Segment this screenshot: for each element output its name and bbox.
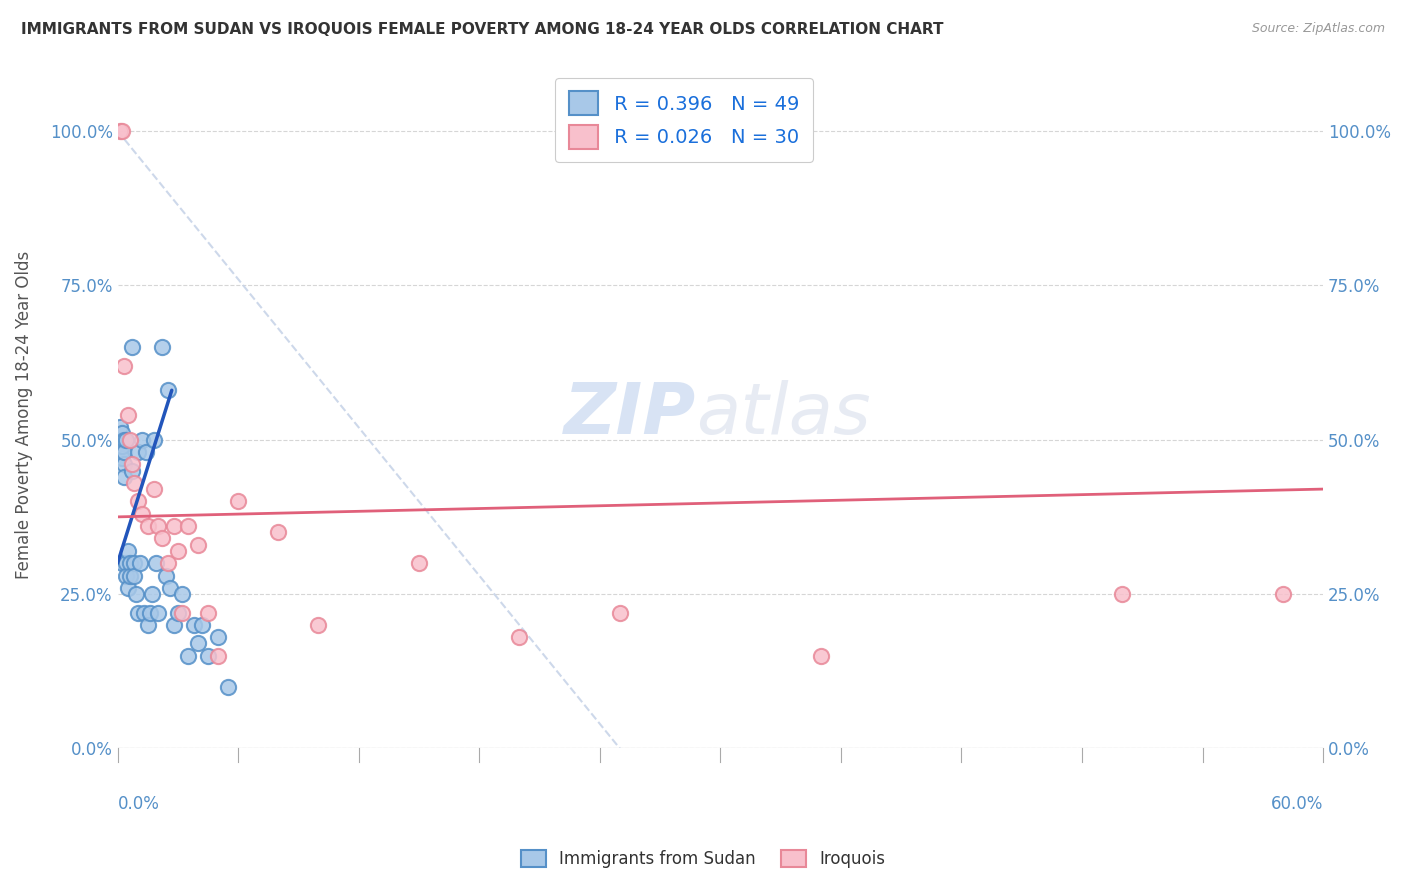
Point	[132, 606, 155, 620]
Point	[121, 340, 143, 354]
Point	[170, 587, 193, 601]
Point	[114, 568, 136, 582]
Point	[207, 630, 229, 644]
Point	[112, 458, 135, 472]
Point	[145, 556, 167, 570]
Point	[131, 507, 153, 521]
Point	[150, 340, 173, 354]
Point	[121, 464, 143, 478]
Point	[122, 556, 145, 570]
Point	[127, 606, 149, 620]
Point	[124, 587, 146, 601]
Point	[114, 433, 136, 447]
Point	[118, 556, 141, 570]
Point	[163, 519, 186, 533]
Text: ZIP: ZIP	[564, 381, 696, 450]
Point	[183, 618, 205, 632]
Text: IMMIGRANTS FROM SUDAN VS IROQUOIS FEMALE POVERTY AMONG 18-24 YEAR OLDS CORRELATI: IMMIGRANTS FROM SUDAN VS IROQUOIS FEMALE…	[21, 22, 943, 37]
Point	[138, 606, 160, 620]
Point	[166, 544, 188, 558]
Point	[117, 544, 139, 558]
Point	[191, 618, 214, 632]
Point	[170, 606, 193, 620]
Point	[131, 433, 153, 447]
Point	[110, 439, 132, 453]
Point	[142, 482, 165, 496]
Point	[146, 606, 169, 620]
Point	[122, 475, 145, 490]
Point	[136, 618, 159, 632]
Point	[166, 606, 188, 620]
Point	[187, 636, 209, 650]
Point	[118, 568, 141, 582]
Point	[110, 556, 132, 570]
Point	[110, 426, 132, 441]
Point	[117, 581, 139, 595]
Point	[135, 445, 157, 459]
Point	[127, 494, 149, 508]
Point	[112, 445, 135, 459]
Point	[142, 433, 165, 447]
Text: 0.0%: 0.0%	[118, 795, 159, 814]
Text: Source: ZipAtlas.com: Source: ZipAtlas.com	[1251, 22, 1385, 36]
Text: 60.0%: 60.0%	[1271, 795, 1323, 814]
Point	[609, 606, 631, 620]
Point	[810, 648, 832, 663]
Point	[108, 124, 131, 138]
Point	[308, 618, 330, 632]
Point	[267, 525, 290, 540]
Point	[177, 648, 200, 663]
Point	[108, 433, 131, 447]
Point	[114, 556, 136, 570]
Point	[197, 606, 219, 620]
Point	[508, 630, 530, 644]
Point	[122, 568, 145, 582]
Point	[187, 538, 209, 552]
Point	[197, 648, 219, 663]
Point	[156, 556, 179, 570]
Point	[112, 433, 135, 447]
Point	[118, 433, 141, 447]
Legend:  R = 0.396   N = 49,  R = 0.026   N = 30: R = 0.396 N = 49, R = 0.026 N = 30	[555, 78, 813, 162]
Point	[112, 359, 135, 373]
Point	[1271, 587, 1294, 601]
Point	[217, 680, 239, 694]
Text: atlas: atlas	[696, 381, 870, 450]
Point	[207, 648, 229, 663]
Point	[108, 445, 131, 459]
Point	[110, 451, 132, 466]
Y-axis label: Female Poverty Among 18-24 Year Olds: Female Poverty Among 18-24 Year Olds	[15, 251, 32, 579]
Point	[121, 458, 143, 472]
Point	[110, 124, 132, 138]
Point	[136, 519, 159, 533]
Point	[150, 532, 173, 546]
Point	[159, 581, 181, 595]
Point	[1111, 587, 1133, 601]
Point	[112, 469, 135, 483]
Point	[146, 519, 169, 533]
Point	[108, 420, 131, 434]
Legend: Immigrants from Sudan, Iroquois: Immigrants from Sudan, Iroquois	[515, 843, 891, 875]
Point	[163, 618, 186, 632]
Point	[117, 408, 139, 422]
Point	[177, 519, 200, 533]
Point	[408, 556, 430, 570]
Point	[226, 494, 249, 508]
Point	[128, 556, 150, 570]
Point	[127, 445, 149, 459]
Point	[155, 568, 177, 582]
Point	[141, 587, 163, 601]
Point	[156, 384, 179, 398]
